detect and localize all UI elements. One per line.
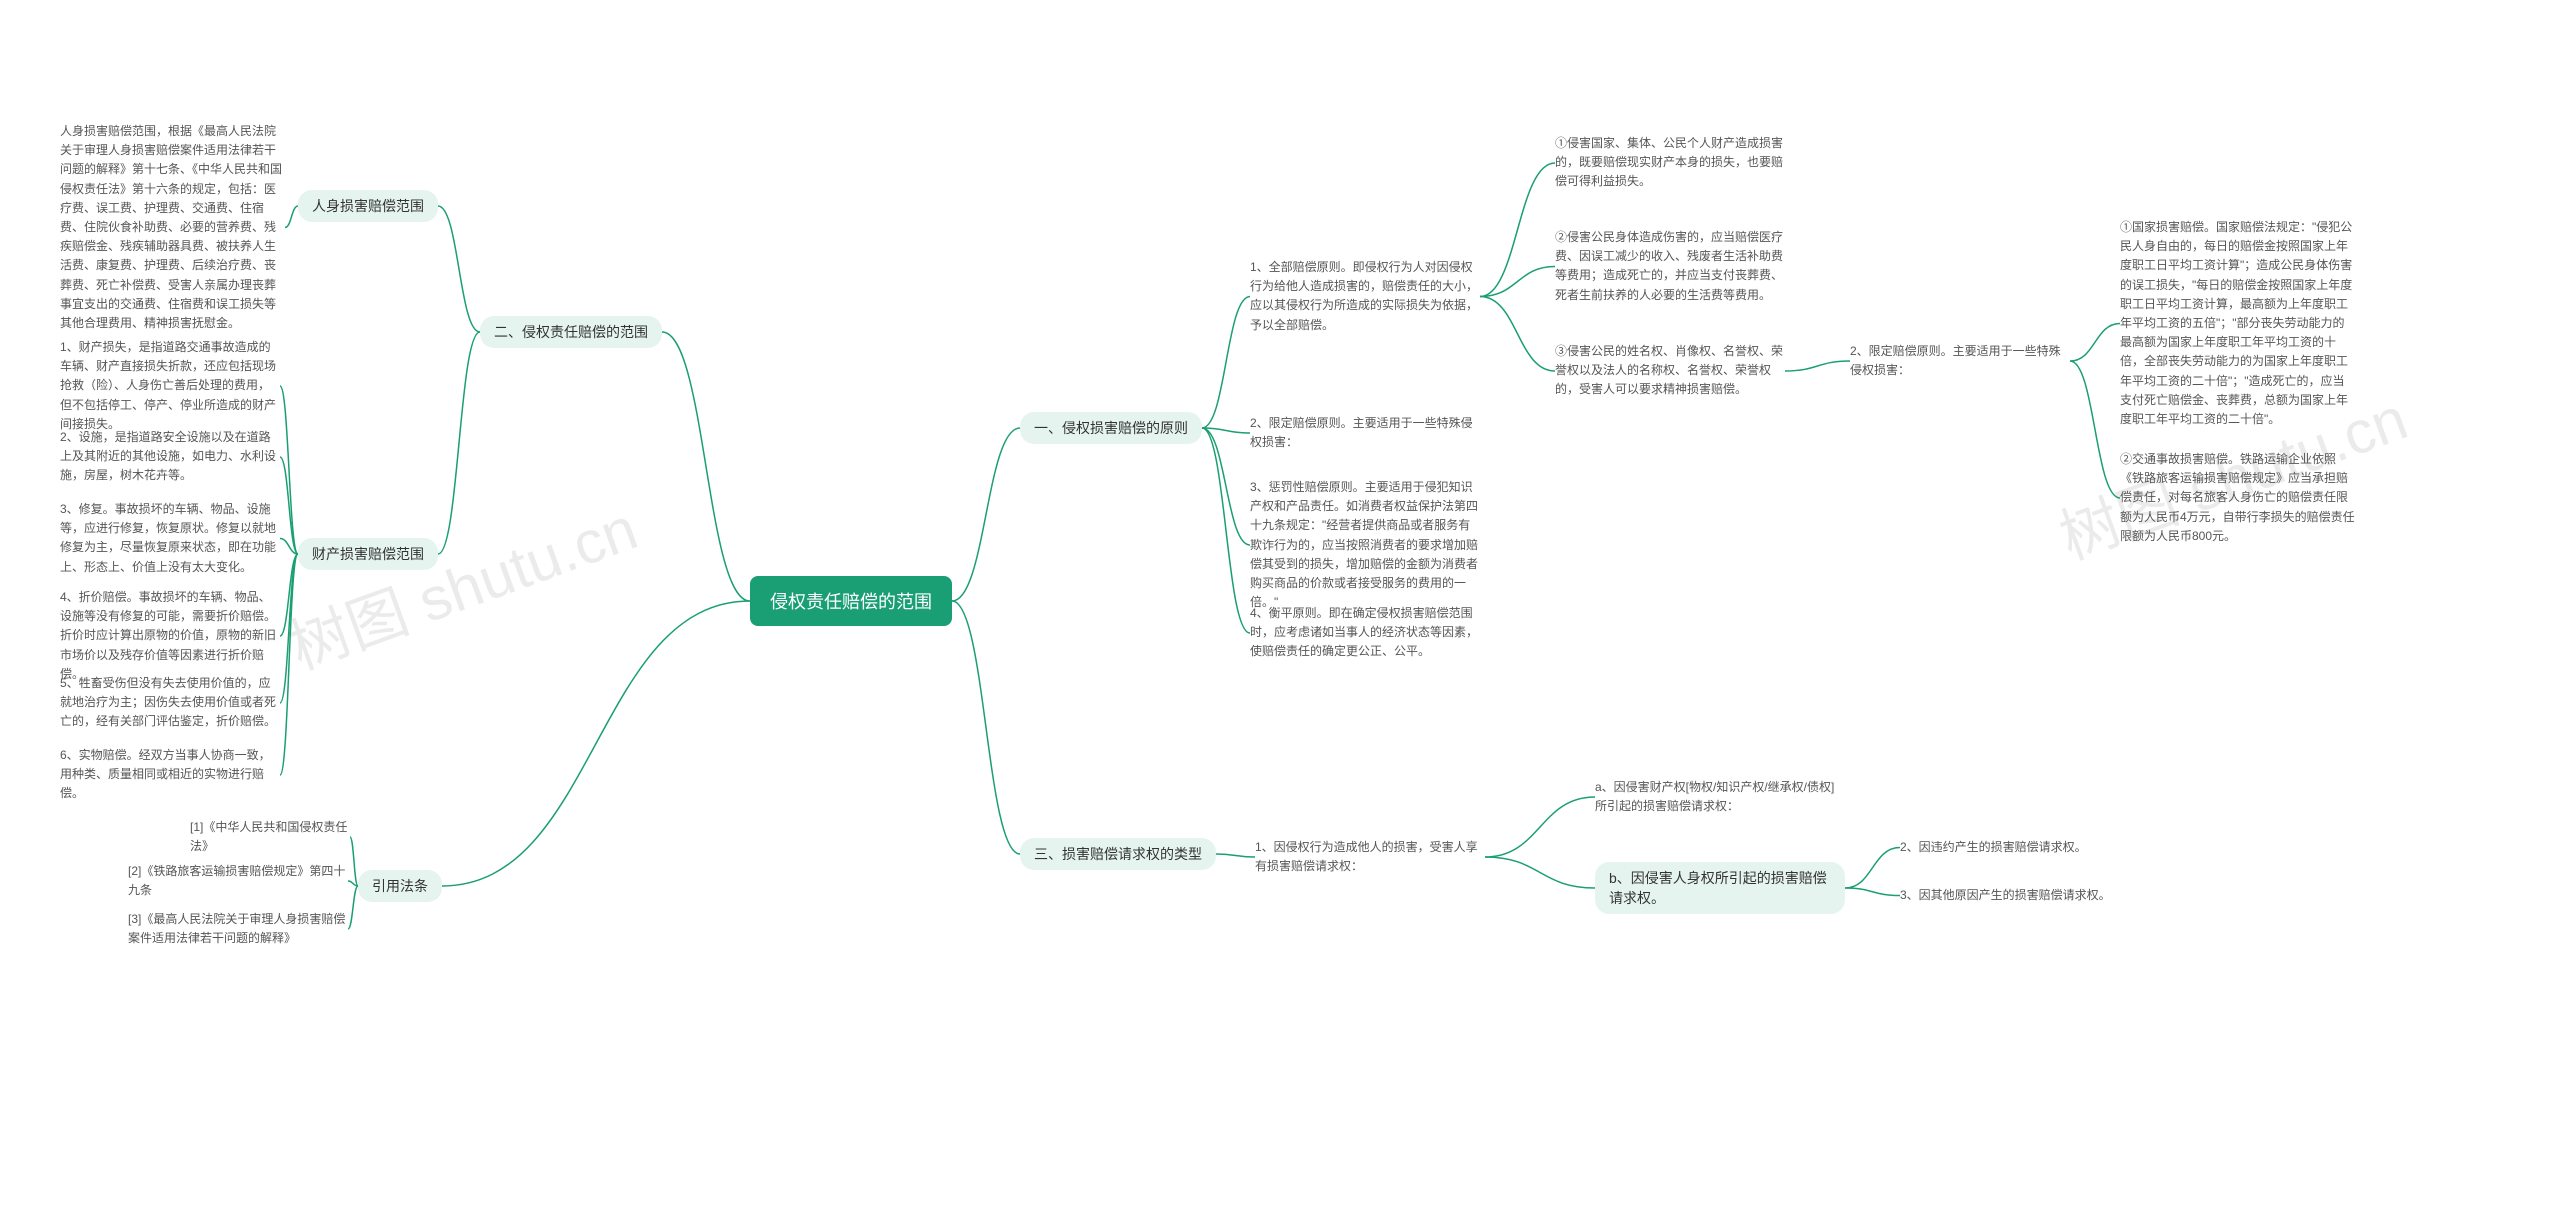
branch-claim-types: 三、损害赔偿请求权的类型	[1020, 838, 1216, 870]
leaf-c2_pr6: 6、实物赔偿。经双方当事人协商一致，用种类、质量相同或相近的实物进行赔偿。	[60, 746, 280, 804]
leaf-c2_pr1: 1、财产损失，是指道路交通事故造成的车辆、财产直接损失折款，还应包括现场抢救（险…	[60, 338, 280, 434]
leaf-c1_3: 3、惩罚性赔偿原则。主要适用于侵犯知识产权和产品责任。如消费者权益保护法第四十九…	[1250, 478, 1480, 612]
sub-property-damage: 财产损害赔偿范围	[298, 538, 438, 570]
leaf-c2_pr2: 2、设施，是指道路安全设施以及在道路上及其附近的其他设施，如电力、水利设施，房屋…	[60, 428, 280, 486]
leaf-c2_pr5: 5、牲畜受伤但没有失去使用价值的，应就地治疗为主；因伤失去使用价值或者死亡的，经…	[60, 674, 280, 732]
leaf-c1_1a: ①侵害国家、集体、公民个人财产造成损害的，既要赔偿现实财产本身的损失，也要赔偿可…	[1555, 134, 1785, 192]
leaf-c1_2a: 2、限定赔偿原则。主要适用于一些特殊侵权损害：	[1850, 342, 2070, 380]
leaf-c2_pr4: 4、折价赔偿。事故损坏的车辆、物品、设施等没有修复的可能，需要折价赔偿。折价时应…	[60, 588, 280, 684]
leaf-c3_1b2: 2、因违约产生的损害赔偿请求权。	[1900, 838, 2087, 857]
leaf-c3_1a: a、因侵害财产权[物权/知识产权/继承权/债权]所引起的损害赔偿请求权：	[1595, 778, 1835, 816]
branch-citations: 引用法条	[358, 870, 442, 902]
leaf-c4_2: [2]《铁路旅客运输损害赔偿规定》第四十九条	[128, 862, 348, 900]
watermark-1: 树图 shutu.cn	[276, 480, 647, 686]
leaf-c1_2a2: ②交通事故损害赔偿。铁路运输企业依照《铁路旅客运输损害赔偿规定》应当承担赔偿责任…	[2120, 450, 2355, 546]
sub-personal-injury: 人身损害赔偿范围	[298, 190, 438, 222]
root-node: 侵权责任赔偿的范围	[750, 576, 952, 626]
leaf-c1_1c: ③侵害公民的姓名权、肖像权、名誉权、荣誉权以及法人的名称权、名誉权、荣誉权的，受…	[1555, 342, 1785, 400]
leaf-c2_pi: 人身损害赔偿范围，根据《最高人民法院关于审理人身损害赔偿案件适用法律若干问题的解…	[60, 122, 285, 333]
leaf-c4_1: [1]《中华人民共和国侵权责任法》	[190, 818, 350, 856]
leaf-c2_pr3: 3、修复。事故损坏的车辆、物品、设施等，应进行修复，恢复原状。修复以就地修复为主…	[60, 500, 280, 577]
leaf-c4_3: [3]《最高人民法院关于审理人身损害赔偿案件适用法律若干问题的解释》	[128, 910, 348, 948]
leaf-c3_1: 1、因侵权行为造成他人的损害，受害人享有损害赔偿请求权：	[1255, 838, 1485, 876]
sub3-personal-right-claim: b、因侵害人身权所引起的损害赔偿请求权。	[1595, 862, 1845, 914]
leaf-c1_1b: ②侵害公民身体造成伤害的，应当赔偿医疗费、因误工减少的收入、残废者生活补助费等费…	[1555, 228, 1785, 305]
leaf-c1_2: 2、限定赔偿原则。主要适用于一些特殊侵权损害：	[1250, 414, 1480, 452]
leaf-c3_1b3: 3、因其他原因产生的损害赔偿请求权。	[1900, 886, 2111, 905]
leaf-c1_2a1: ①国家损害赔偿。国家赔偿法规定："侵犯公民人身自由的，每日的赔偿金按照国家上年度…	[2120, 218, 2355, 429]
leaf-c1_4: 4、衡平原则。即在确定侵权损害赔偿范围时，应考虑诸如当事人的经济状态等因素，使赔…	[1250, 604, 1480, 662]
branch-principles: 一、侵权损害赔偿的原则	[1020, 412, 1202, 444]
leaf-c1_1: 1、全部赔偿原则。即侵权行为人对因侵权行为给他人造成损害的，赔偿责任的大小，应以…	[1250, 258, 1480, 335]
branch-scope: 二、侵权责任赔偿的范围	[480, 316, 662, 348]
